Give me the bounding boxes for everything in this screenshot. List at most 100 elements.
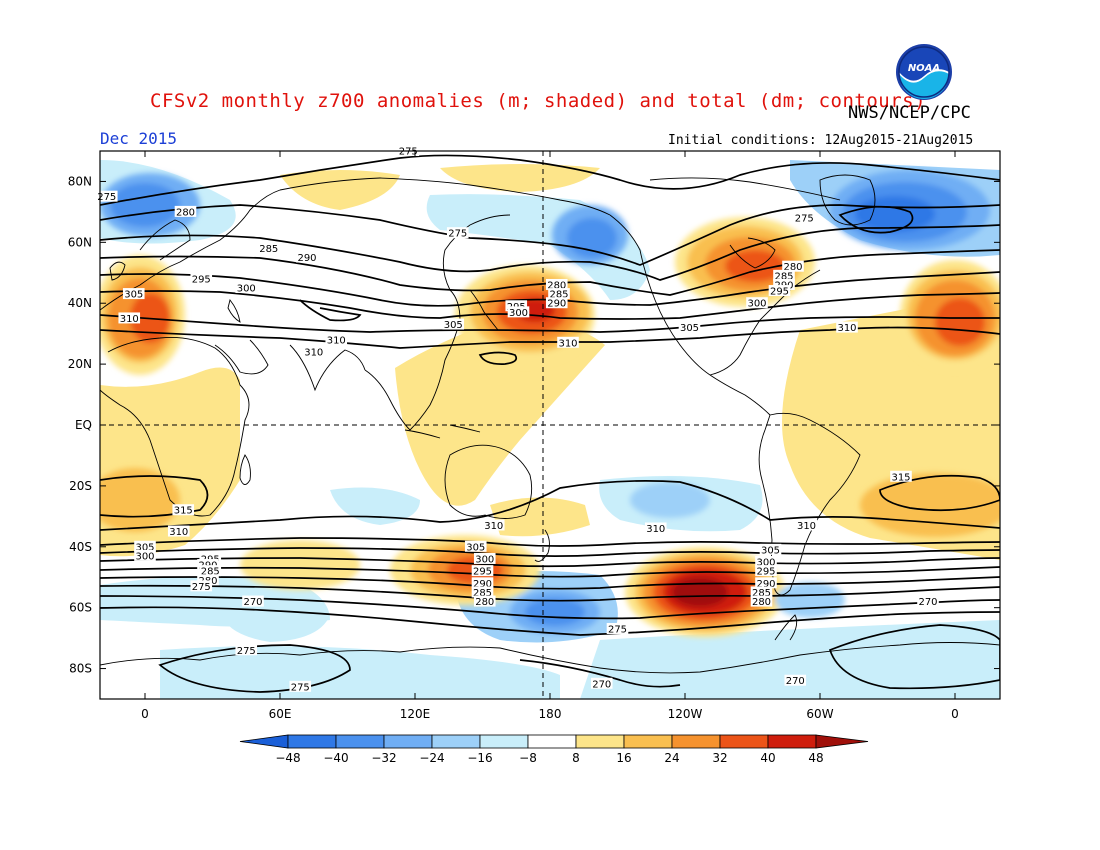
svg-text:275: 275	[237, 646, 256, 657]
svg-text:295: 295	[770, 287, 789, 298]
colorbar-arrow-low	[239, 734, 289, 749]
svg-text:280: 280	[475, 597, 494, 608]
contour-290-south	[100, 566, 1000, 578]
contour-label: 280	[545, 278, 568, 291]
colorbar-swatch	[671, 734, 721, 749]
contour-label: 310	[118, 312, 141, 325]
coast-nz	[534, 529, 550, 562]
colorbar: −48 −40 −32 −24 −16 −8 8 16 24 32 40 48	[239, 734, 869, 765]
contour-label: 305	[122, 288, 145, 301]
latitude-axis: 80N 60N 40N 20N EQ 20S 40S 60S 80S	[68, 174, 1000, 676]
contour-285-south	[100, 576, 1000, 590]
svg-text:305: 305	[466, 542, 485, 553]
svg-text:310: 310	[837, 323, 856, 334]
colorbar-tick-label: 16	[616, 751, 631, 765]
svg-text:270: 270	[592, 679, 611, 690]
coast-indonesia	[404, 424, 481, 439]
contour-label: 315	[172, 504, 195, 517]
lat-label: EQ	[75, 418, 92, 432]
svg-text:310: 310	[797, 521, 816, 532]
svg-text:300: 300	[756, 558, 775, 569]
lat-label: 60N	[68, 235, 92, 249]
contour-275-south	[100, 595, 1000, 620]
contour-label: 275	[793, 211, 816, 224]
coast-greenland	[819, 174, 876, 226]
svg-text:305: 305	[135, 542, 154, 553]
contour-label: 295	[768, 285, 791, 298]
contour-label: 285	[471, 586, 494, 599]
contour-label: 270	[917, 595, 939, 608]
contour-label: 270	[784, 674, 807, 687]
colorbar-swatch	[575, 734, 625, 749]
svg-text:310: 310	[484, 521, 503, 532]
lat-label: 20N	[68, 357, 92, 371]
valid-month: Dec 2015	[100, 129, 178, 148]
lat-label: 60S	[69, 601, 92, 615]
svg-text:310: 310	[558, 338, 577, 349]
contour-290-north	[100, 249, 1000, 296]
lon-label: 120W	[668, 707, 703, 721]
contour-label: 300	[755, 556, 777, 569]
svg-text:290: 290	[473, 579, 492, 590]
coast-madagascar	[239, 454, 251, 485]
coast-antarctic-peninsula	[774, 614, 798, 641]
colorbar-tick-label: 24	[664, 751, 679, 765]
coast-britain	[109, 261, 126, 281]
anomaly-south-atlantic-left	[100, 468, 180, 532]
coast-africa	[100, 337, 250, 517]
svg-text:275: 275	[192, 582, 211, 593]
contour-label: 295	[190, 272, 213, 285]
svg-text:310: 310	[646, 524, 665, 535]
contour-label: 290	[755, 577, 777, 590]
colorbar-tick-label: −16	[467, 751, 492, 765]
svg-text:295: 295	[473, 567, 492, 578]
coast-south-america	[758, 412, 861, 596]
svg-text:315: 315	[891, 472, 910, 483]
anomaly-positive-arctic-central	[280, 170, 400, 210]
colorbar-tick-label: −8	[519, 751, 537, 765]
svg-text:300: 300	[135, 551, 154, 562]
contour-label: 300	[746, 297, 768, 310]
lat-label: 80N	[68, 174, 92, 188]
contour-label: 290	[545, 297, 568, 310]
svg-text:300: 300	[747, 299, 766, 310]
svg-text:275: 275	[795, 213, 814, 224]
contour-label: 275	[446, 227, 469, 240]
anomaly-positive-polar-strip	[160, 646, 560, 699]
svg-text:285: 285	[201, 567, 220, 578]
lon-label: 120E	[400, 707, 431, 721]
lat-label: 80S	[69, 662, 92, 676]
coast-europe	[100, 189, 281, 311]
contour-label: 275	[190, 580, 213, 593]
colorbar-tick-label: 32	[712, 751, 727, 765]
svg-text:315: 315	[174, 506, 193, 517]
contour-label: 290	[296, 251, 318, 264]
colorbar-swatch	[767, 734, 817, 749]
chart-title: CFSv2 monthly z700 anomalies (m; shaded)…	[150, 90, 927, 112]
contour-label: 310	[167, 525, 190, 538]
initial-conditions: Initial conditions: 12Aug2015-21Aug2015	[668, 133, 974, 148]
reference-grid	[100, 151, 1000, 699]
svg-text:310: 310	[120, 314, 139, 325]
contour-label: 300	[235, 282, 258, 295]
lon-label: 0	[951, 707, 959, 721]
colorbar-arrow-high	[815, 734, 869, 749]
anomaly-positive-pacific-band	[395, 318, 605, 506]
longitude-axis: 0 60E 120E 180 120W 60W 0	[141, 151, 959, 721]
contour-label: 310	[302, 345, 325, 358]
lon-label: 180	[539, 707, 562, 721]
lon-label: 60E	[269, 707, 292, 721]
contour-closed-310-pacific	[478, 351, 518, 365]
contour-300-south	[100, 547, 1000, 557]
contour-label: 310	[325, 333, 348, 346]
anomaly-negative-polar-strip	[580, 620, 1000, 699]
anomaly-negative-indian-south-2	[220, 606, 330, 642]
contour-275-antarctic-ring	[299, 299, 362, 322]
contour-label: 310	[482, 519, 505, 532]
anomaly-alaska-2	[567, 218, 617, 258]
coast-caspian	[227, 299, 241, 323]
contour-270-antarctic-east	[828, 624, 1000, 690]
contour-270-south	[100, 606, 1000, 636]
svg-text:305: 305	[444, 320, 463, 331]
agency-label: NWS/NCEP/CPC	[848, 103, 971, 123]
